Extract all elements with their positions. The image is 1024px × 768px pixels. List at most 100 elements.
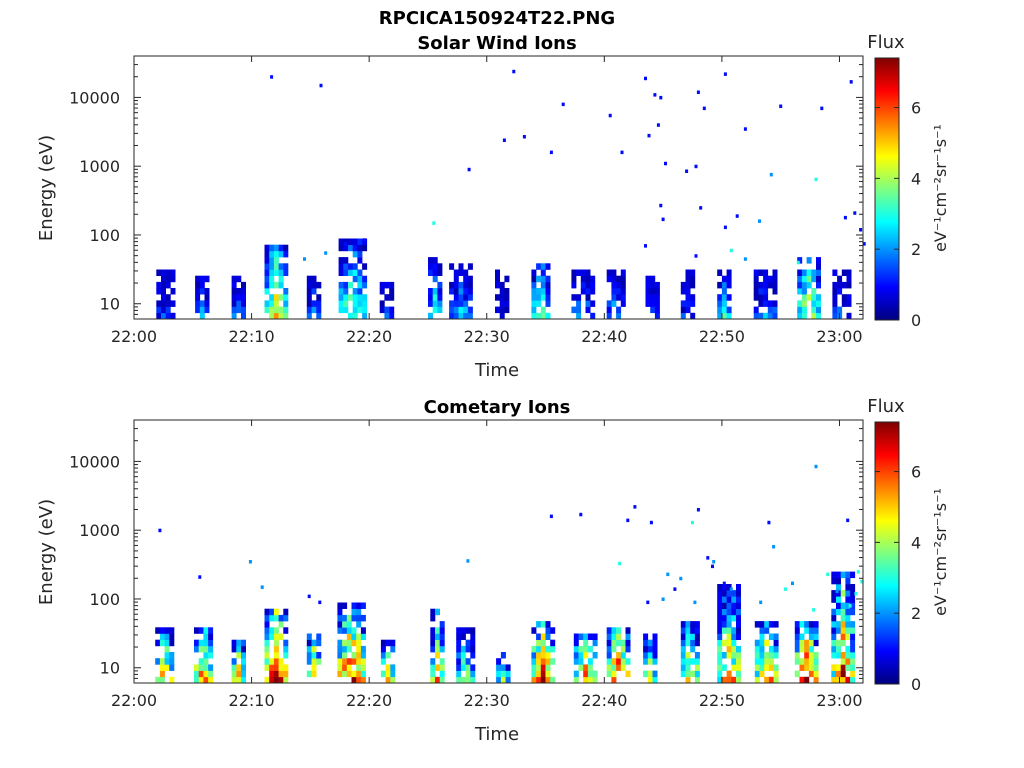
heatmap-cell (385, 652, 391, 659)
heatmap-cell (198, 676, 204, 684)
heatmap-cell (680, 645, 686, 653)
scatter-point (843, 215, 847, 220)
heatmap-cell (362, 281, 368, 289)
figure-title: RPCICA150924T22.PNG (379, 8, 615, 29)
heatmap-cell (804, 664, 810, 671)
heatmap-cell (717, 590, 723, 597)
heatmap-cell (694, 639, 700, 647)
heatmap-cell (351, 602, 357, 609)
heatmap-cell (550, 639, 556, 647)
x-axis-label-solar-wind: Time (474, 360, 519, 381)
heatmap-cell (645, 275, 651, 283)
heatmap-cell (460, 658, 466, 665)
heatmap-cell (346, 633, 352, 640)
heatmap-cell (165, 306, 171, 314)
heatmap-cell (836, 645, 841, 653)
heatmap-cell (531, 670, 537, 678)
heatmap-cell (463, 306, 469, 314)
heatmap-cell (764, 664, 770, 671)
heatmap-cell (645, 281, 651, 289)
heatmap-cell (850, 676, 856, 684)
scatter-point (696, 90, 700, 94)
heatmap-cell (231, 288, 237, 295)
y-axis-label-cometary: Energy (eV) (36, 499, 57, 605)
heatmap-cell (731, 645, 737, 653)
heatmap-cell (643, 670, 649, 678)
heatmap-cell (540, 652, 546, 659)
heatmap-cell (721, 596, 727, 603)
heatmap-cell (717, 633, 723, 640)
heatmap-cell (278, 312, 284, 320)
heatmap-cell (717, 658, 723, 665)
x-tick-label: 22:30 (464, 327, 510, 346)
heatmap-cell (773, 639, 779, 647)
y-tick-label: 100 (89, 590, 120, 609)
heatmap-cell (351, 627, 357, 634)
heatmap-cell (685, 639, 691, 647)
heatmap-cell (583, 670, 589, 678)
heatmap-cell (236, 652, 242, 659)
heatmap-cell (804, 645, 810, 653)
heatmap-cell (772, 312, 778, 320)
heatmap-cell (346, 627, 352, 634)
heatmap-cell (269, 300, 275, 307)
x-tick-label: 22:00 (111, 327, 157, 346)
heatmap-cell (690, 658, 696, 665)
heatmap-cell (198, 670, 204, 678)
heatmap-cell (273, 281, 279, 289)
heatmap-cell (161, 294, 166, 301)
heatmap-cell (264, 633, 270, 640)
heatmap-cell (342, 658, 348, 665)
heatmap-cell (236, 288, 242, 295)
heatmap-cell (813, 639, 819, 647)
y-tick-label: 100 (89, 226, 120, 245)
heatmap-cell (850, 590, 856, 597)
heatmap-cell (680, 312, 686, 320)
heatmap-cell (273, 670, 279, 678)
heatmap-cell (606, 633, 612, 640)
heatmap-cell (611, 627, 617, 634)
heatmap-cell (726, 269, 732, 276)
heatmap-cell (804, 676, 810, 684)
heatmap-cell (540, 263, 546, 270)
heatmap-cell (736, 608, 741, 616)
heatmap-cell (453, 300, 459, 307)
heatmap-cell (726, 608, 732, 616)
colorbar-solar-wind: 0 2 4 6 (874, 57, 921, 330)
heatmap-cell (773, 670, 779, 678)
heatmap-cell (357, 244, 363, 252)
heatmap-cell (283, 263, 289, 270)
colorbar-title-cometary: Flux (867, 396, 905, 417)
heatmap-cell (717, 306, 723, 314)
heatmap-cell (343, 288, 349, 295)
heatmap-cell (496, 658, 502, 665)
heatmap-cell (430, 670, 436, 678)
scatter-point (344, 242, 348, 246)
scatter-point (644, 244, 647, 248)
heatmap-cell (690, 294, 696, 301)
heatmap-cell (203, 664, 209, 671)
x-tick-label: 22:30 (464, 691, 510, 710)
heatmap-cell (685, 676, 691, 684)
heatmap-cell (470, 652, 476, 659)
colorbar-unit-cometary: eV⁻¹cm⁻²sr⁻¹s⁻¹ (931, 488, 950, 616)
heatmap-cell (606, 627, 612, 634)
x-ticks-solar-wind: 22:00 22:10 22:20 22:30 22:40 22:50 23:00 (111, 56, 863, 346)
heatmap-cell (456, 645, 462, 653)
heatmap-cell (606, 275, 612, 283)
heatmap-cell (264, 269, 270, 276)
heatmap-cell (616, 627, 622, 634)
heatmap-cell (385, 676, 391, 684)
heatmap-cell (690, 633, 696, 640)
heatmap-cell (794, 621, 800, 628)
heatmap-cell (797, 306, 803, 314)
heatmap-cell (571, 306, 577, 314)
heatmap-cell (195, 288, 201, 295)
heatmap-cell (463, 269, 469, 276)
heatmap-cell (650, 288, 656, 295)
heatmap-cell (531, 269, 537, 276)
heatmap-cell (430, 676, 436, 684)
heatmap-cell (437, 294, 443, 301)
heatmap-cell (845, 664, 851, 671)
heatmap-cell (685, 269, 691, 276)
